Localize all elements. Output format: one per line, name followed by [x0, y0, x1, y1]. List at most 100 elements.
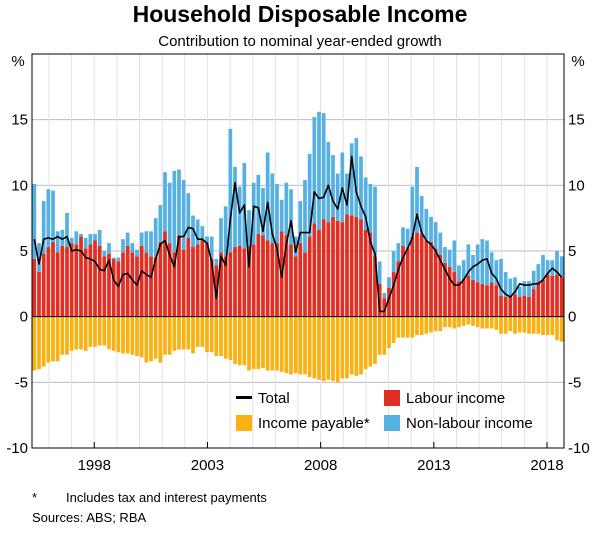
- bar-labour-80: [405, 248, 410, 317]
- bar-payable-22: [135, 316, 139, 357]
- bar-payable-111: [550, 316, 555, 336]
- bar-payable-35: [195, 316, 200, 347]
- bar-payable-8: [69, 316, 74, 351]
- bar-labour-31: [177, 235, 181, 317]
- bar-labour-5: [55, 252, 60, 317]
- bar-payable-71: [363, 316, 368, 370]
- bar-nonlabour-84: [424, 208, 429, 241]
- bar-labour-6: [60, 245, 65, 317]
- bar-labour-57: [298, 243, 303, 317]
- bar-nonlabour-0: [32, 184, 37, 259]
- bar-labour-59: [307, 236, 312, 317]
- bar-labour-81: [410, 236, 415, 317]
- bar-nonlabour-34: [191, 215, 195, 248]
- xtick-label-2003: 2003: [191, 457, 224, 474]
- bar-labour-12: [88, 244, 93, 317]
- bar-labour-16: [107, 253, 111, 317]
- bar-payable-5: [55, 316, 60, 362]
- bar-nonlabour-97: [485, 240, 489, 286]
- bar-payable-67: [345, 316, 349, 379]
- ytick-left-5: 5: [20, 243, 28, 260]
- bar-payable-36: [200, 316, 205, 347]
- bar-nonlabour-42: [228, 128, 233, 253]
- bar-nonlabour-14: [97, 229, 102, 246]
- bar-nonlabour-23: [139, 232, 144, 246]
- bar-payable-56: [293, 316, 298, 374]
- bar-payable-109: [541, 316, 545, 336]
- bar-payable-68: [349, 316, 354, 375]
- bar-labour-97: [485, 285, 489, 317]
- bar-labour-1: [37, 272, 41, 317]
- bar-nonlabour-82: [415, 166, 419, 233]
- bar-nonlabour-41: [223, 206, 228, 257]
- bar-labour-67: [345, 214, 349, 317]
- bar-nonlabour-52: [275, 184, 279, 244]
- bar-nonlabour-21: [130, 243, 135, 253]
- bar-payable-105: [522, 316, 527, 333]
- bar-labour-99: [494, 285, 499, 317]
- bar-payable-89: [447, 316, 452, 328]
- bar-payable-96: [480, 316, 485, 329]
- bar-payable-32: [181, 316, 186, 350]
- bar-nonlabour-25: [149, 231, 153, 257]
- bar-labour-55: [289, 244, 293, 317]
- xtick-label-2018: 2018: [530, 457, 563, 474]
- ytick-right-5: 5: [568, 243, 576, 260]
- bar-payable-76: [387, 316, 391, 349]
- ytick-left--5: -5: [15, 374, 28, 391]
- bar-payable-0: [32, 316, 37, 371]
- legend-swatch-nonlabour: [384, 415, 400, 431]
- bar-labour-50: [265, 240, 270, 317]
- bar-labour-58: [303, 252, 307, 317]
- bar-labour-36: [200, 239, 205, 317]
- bar-payable-95: [475, 316, 480, 328]
- xtick-label-2008: 2008: [304, 457, 337, 474]
- bar-labour-42: [228, 252, 233, 317]
- bar-labour-113: [559, 277, 564, 317]
- bar-payable-83: [419, 316, 424, 336]
- bar-payable-69: [354, 316, 359, 376]
- line-total: [33, 155, 563, 313]
- bar-payable-40: [219, 316, 223, 357]
- bar-labour-8: [69, 243, 74, 317]
- bar-nonlabour-79: [401, 227, 405, 246]
- bar-labour-89: [447, 266, 452, 317]
- bar-labour-104: [517, 296, 522, 317]
- bar-labour-68: [349, 215, 354, 317]
- bar-nonlabour-71: [363, 177, 368, 230]
- bar-nonlabour-22: [135, 249, 139, 257]
- bar-labour-44: [237, 245, 242, 317]
- bar-nonlabour-16: [107, 243, 111, 254]
- ytick-left--10: -10: [6, 440, 28, 457]
- bar-payable-26: [153, 316, 158, 359]
- bar-labour-108: [536, 281, 541, 317]
- bar-payable-58: [303, 316, 307, 375]
- bar-nonlabour-70: [359, 156, 363, 220]
- bar-payable-11: [83, 316, 88, 351]
- bar-nonlabour-15: [102, 251, 107, 257]
- bar-nonlabour-76: [387, 277, 391, 288]
- ytick-left-0: 0: [20, 309, 28, 326]
- bar-payable-64: [331, 316, 335, 382]
- ytick-left-15: 15: [11, 112, 28, 129]
- bar-labour-106: [527, 296, 531, 317]
- bar-nonlabour-7: [65, 212, 69, 248]
- bar-labour-17: [111, 258, 116, 317]
- bar-payable-66: [340, 316, 345, 379]
- bar-payable-14: [97, 316, 102, 346]
- bar-nonlabour-40: [219, 218, 223, 253]
- bar-payable-94: [471, 316, 475, 326]
- bar-payable-33: [186, 316, 191, 350]
- bar-payable-72: [368, 316, 373, 367]
- bar-nonlabour-68: [349, 143, 354, 216]
- bar-nonlabour-2: [41, 201, 46, 254]
- bar-nonlabour-46: [247, 210, 251, 246]
- ytick-right--5: -5: [568, 374, 581, 391]
- bar-payable-17: [111, 316, 116, 351]
- bar-labour-92: [461, 278, 466, 317]
- bar-payable-87: [438, 316, 443, 332]
- bar-nonlabour-18: [116, 257, 121, 262]
- bar-payable-70: [359, 316, 363, 375]
- bar-labour-26: [153, 257, 158, 317]
